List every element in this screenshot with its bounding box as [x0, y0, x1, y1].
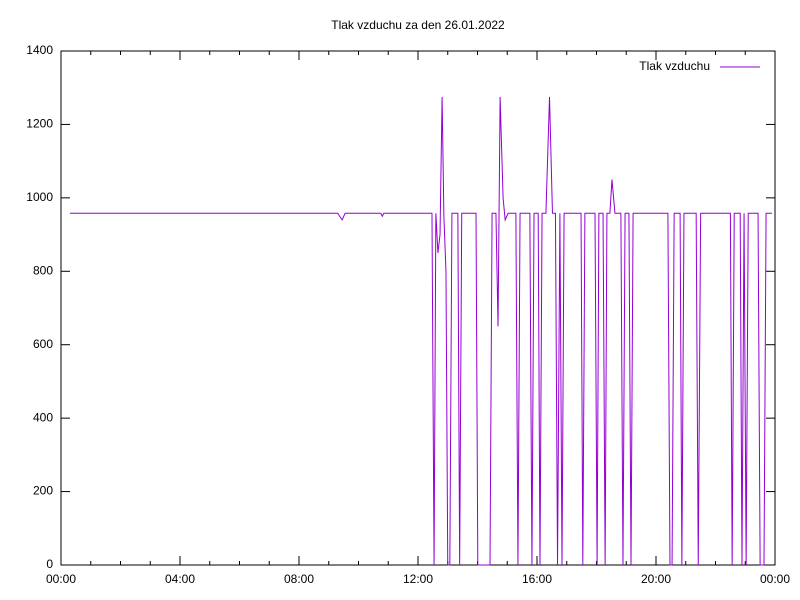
y-tick-label: 1400	[26, 43, 53, 57]
y-tick-label: 400	[33, 410, 53, 424]
x-tick-label: 08:00	[284, 572, 314, 586]
legend-label: Tlak vzduchu	[639, 59, 710, 73]
x-tick-label: 12:00	[403, 572, 433, 586]
x-tick-label: 20:00	[641, 572, 671, 586]
chart-title: Tlak vzduchu za den 26.01.2022	[331, 18, 505, 32]
x-tick-label: 00:00	[760, 572, 790, 586]
x-tick-label: 16:00	[522, 572, 552, 586]
y-tick-label: 800	[33, 263, 53, 277]
y-tick-label: 1200	[26, 117, 53, 131]
y-tick-label: 0	[46, 557, 53, 571]
y-tick-label: 600	[33, 337, 53, 351]
y-tick-label: 200	[33, 484, 53, 498]
y-tick-label: 1000	[26, 190, 53, 204]
x-tick-label: 00:00	[46, 572, 76, 586]
x-tick-label: 04:00	[165, 572, 195, 586]
data-line	[69, 96, 773, 566]
